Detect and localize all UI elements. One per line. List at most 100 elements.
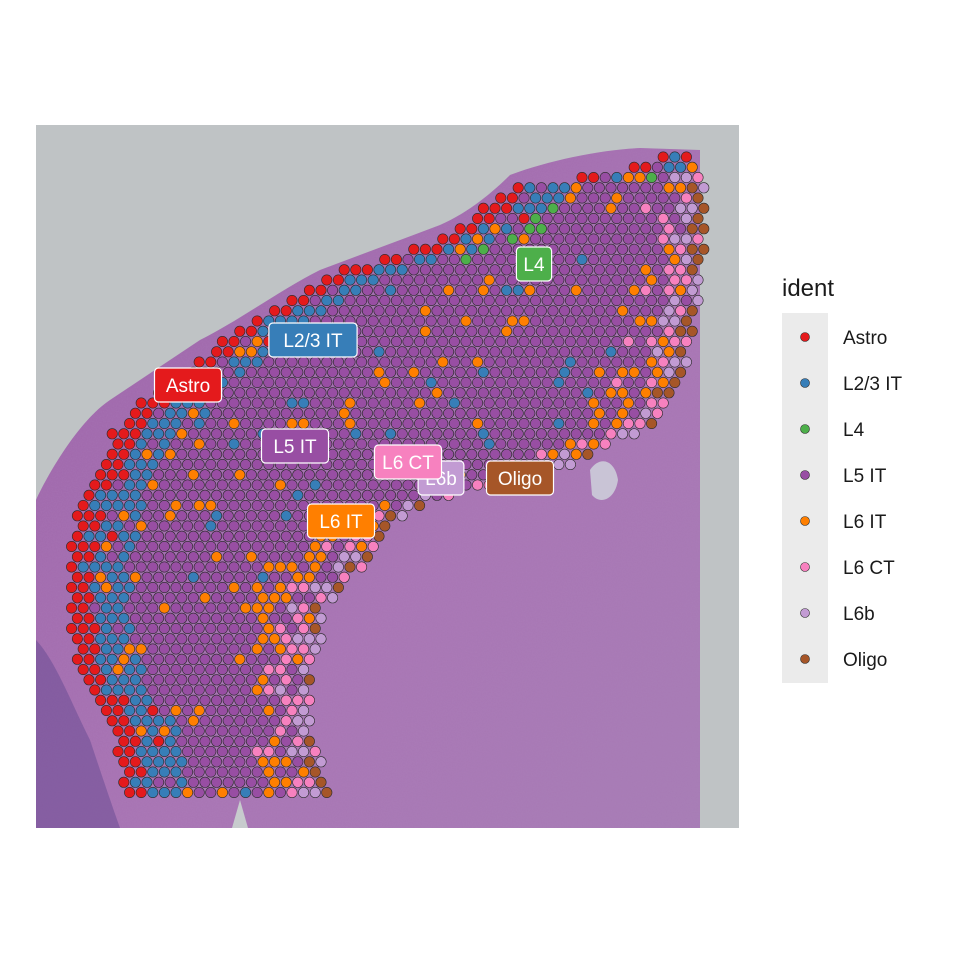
spot-point: [135, 663, 147, 675]
spot-point: [350, 305, 362, 317]
spot-point: [228, 438, 240, 450]
spot-point: [669, 376, 681, 388]
spot-point: [634, 356, 646, 368]
spot-point: [472, 274, 484, 286]
spot-point: [570, 243, 582, 255]
spot-point: [234, 776, 246, 788]
spot-point: [327, 551, 339, 563]
spot-point: [582, 325, 594, 337]
spot-point: [559, 305, 571, 317]
spot-point: [269, 694, 281, 706]
spot-point: [663, 387, 675, 399]
spot-point: [309, 622, 321, 634]
spot-point: [582, 387, 594, 399]
spot-point: [153, 612, 165, 624]
spot-point: [593, 264, 605, 276]
spot-point: [141, 489, 153, 501]
spot-point: [153, 592, 165, 604]
spot-point: [628, 243, 640, 255]
spot-point: [71, 530, 83, 542]
spot-point: [315, 592, 327, 604]
spot-point: [518, 335, 530, 347]
spot-point: [274, 602, 286, 614]
spot-point: [187, 551, 199, 563]
spot-point: [182, 786, 194, 798]
spot-point: [95, 469, 107, 481]
spot-point: [350, 551, 362, 563]
spot-point: [332, 274, 344, 286]
spot-point: [124, 766, 136, 778]
spot-point: [617, 305, 629, 317]
spot-point: [402, 356, 414, 368]
spot-point: [129, 448, 141, 460]
spot-point: [669, 294, 681, 306]
spot-point: [437, 233, 449, 245]
spot-point: [274, 356, 286, 368]
spot-point: [187, 735, 199, 747]
spot-point: [240, 663, 252, 675]
spot-point: [199, 715, 211, 727]
spot-point: [390, 315, 402, 327]
spot-point: [576, 192, 588, 204]
spot-point: [431, 346, 443, 358]
spot-point: [570, 325, 582, 337]
spot-point: [466, 223, 478, 235]
spot-point: [193, 643, 205, 655]
spot-point: [425, 417, 437, 429]
spot-point: [280, 612, 292, 624]
spot-point: [640, 366, 652, 378]
spot-point: [257, 776, 269, 788]
spot-point: [257, 366, 269, 378]
spot-point: [338, 305, 350, 317]
spot-point: [373, 305, 385, 317]
spot-point: [385, 510, 397, 522]
spot-point: [617, 407, 629, 419]
spot-point: [228, 356, 240, 368]
spot-point: [483, 356, 495, 368]
spot-point: [95, 653, 107, 665]
spot-point: [222, 551, 234, 563]
spot-point: [402, 397, 414, 409]
spot-point: [83, 674, 95, 686]
spot-point: [303, 571, 315, 583]
spot-point: [100, 643, 112, 655]
spot-point: [454, 428, 466, 440]
spot-point: [477, 407, 489, 419]
spot-point: [483, 213, 495, 225]
spot-point: [124, 725, 136, 737]
spot-point: [437, 335, 449, 347]
spot-point: [158, 663, 170, 675]
spot-point: [147, 622, 159, 634]
spot-point: [298, 561, 310, 573]
spot-point: [153, 694, 165, 706]
spot-point: [164, 448, 176, 460]
spot-point: [524, 182, 536, 194]
spot-point: [245, 510, 257, 522]
spot-point: [518, 294, 530, 306]
spot-point: [524, 223, 536, 235]
spot-point: [402, 417, 414, 429]
spot-point: [112, 540, 124, 552]
spot-point: [315, 284, 327, 296]
spot-point: [356, 561, 368, 573]
spot-point: [588, 376, 600, 388]
spot-point: [263, 561, 275, 573]
spot-point: [622, 335, 634, 347]
spot-point: [663, 305, 675, 317]
spot-point: [338, 264, 350, 276]
spot-point: [332, 458, 344, 470]
spot-point: [83, 592, 95, 604]
spot-point: [251, 315, 263, 327]
spot-point: [309, 561, 321, 573]
spot-point: [379, 376, 391, 388]
spot-point: [118, 735, 130, 747]
spot-point: [611, 417, 623, 429]
spot-point: [634, 397, 646, 409]
spot-point: [663, 223, 675, 235]
spot-point: [686, 182, 698, 194]
spot-point: [234, 346, 246, 358]
spot-point: [286, 704, 298, 716]
spot-point: [303, 715, 315, 727]
spot-point: [495, 274, 507, 286]
spot-point: [269, 612, 281, 624]
